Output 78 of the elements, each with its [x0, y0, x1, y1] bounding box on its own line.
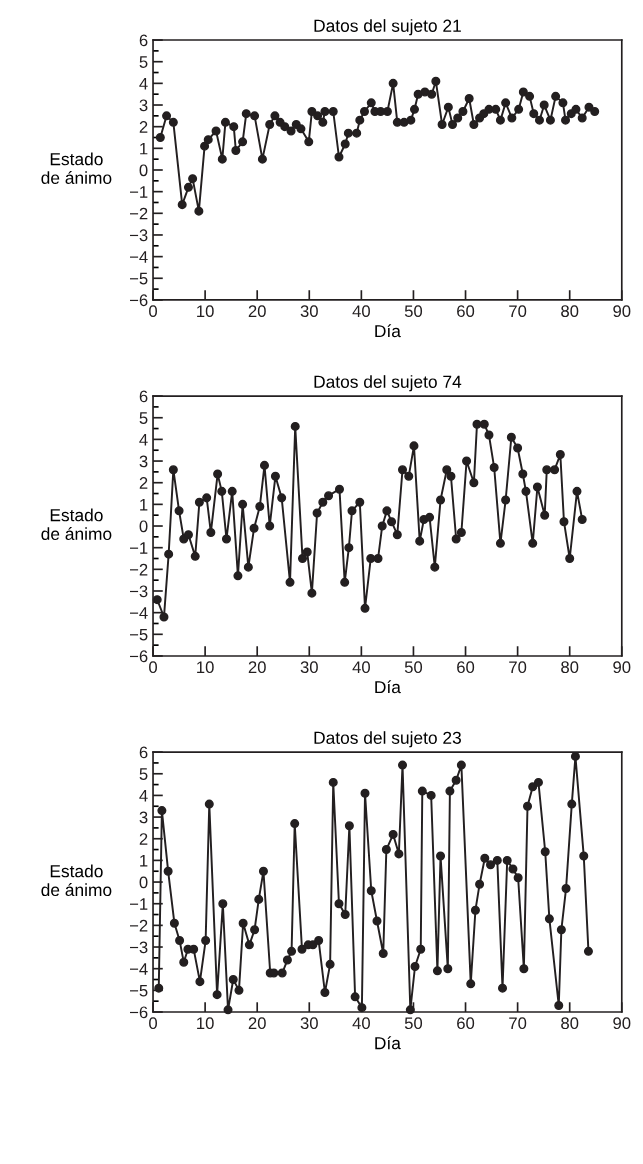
y-tick-label: 6	[139, 34, 148, 47]
y-tick-label: 3	[139, 455, 148, 468]
x-tick-label: 70	[509, 305, 527, 318]
x-tick-label: 80	[561, 305, 579, 318]
chart-title: Datos del sujeto 23	[314, 731, 461, 748]
chart-title: Datos del sujeto 21	[314, 19, 461, 36]
y-tick-label: 4	[139, 433, 148, 446]
x-tick-label: 20	[248, 305, 266, 318]
y-tick-label: −6	[129, 650, 148, 663]
x-tick-label: 40	[352, 305, 370, 318]
y-tick-label: −5	[129, 272, 148, 285]
x-axis-title: Día	[375, 680, 401, 694]
x-tick-label: 90	[613, 661, 631, 674]
x-tick-label: 0	[149, 305, 158, 318]
x-tick-label: 70	[509, 661, 527, 674]
y-tick-label: −1	[129, 898, 148, 910]
y-tick-label: 1	[140, 498, 148, 511]
y-tick-label: 4	[139, 77, 148, 90]
x-tick-label: 80	[561, 1017, 579, 1030]
x-tick-label: 30	[300, 305, 318, 318]
y-tick-label: 2	[139, 833, 148, 845]
x-tick-label: 10	[197, 1017, 214, 1030]
x-tick-label: 60	[457, 305, 475, 318]
y-axis-title: Estado de ánimo	[41, 152, 112, 184]
x-tick-label: 20	[248, 661, 266, 674]
y-tick-label: 2	[139, 477, 148, 489]
y-tick-label: −4	[129, 963, 148, 975]
x-tick-label: 90	[613, 1017, 631, 1030]
x-tick-label: 0	[149, 661, 158, 674]
y-tick-label: 3	[139, 811, 148, 824]
x-axis-title: Día	[375, 1036, 401, 1050]
x-tick-label: 10	[197, 661, 214, 674]
x-tick-label: 40	[352, 1017, 370, 1030]
y-tick-label: −6	[129, 1006, 148, 1019]
y-tick-label: 6	[139, 390, 148, 403]
y-axis-title: Estado de ánimo	[41, 508, 112, 541]
y-tick-label: 3	[139, 99, 148, 112]
y-tick-label: 0	[139, 876, 148, 889]
y-tick-label: −3	[129, 585, 148, 598]
x-tick-label: 40	[352, 661, 370, 674]
x-tick-label: 30	[300, 661, 318, 674]
y-tick-label: −4	[129, 251, 148, 263]
y-tick-label: −2	[129, 207, 148, 220]
y-tick-label: 0	[139, 520, 148, 533]
x-tick-label: 90	[613, 305, 631, 318]
y-tick-label: 5	[139, 56, 148, 68]
x-tick-label: 0	[149, 1017, 158, 1030]
y-tick-label: 1	[140, 854, 148, 867]
y-tick-label: −3	[129, 229, 148, 242]
x-tick-label: 50	[404, 1017, 423, 1030]
y-tick-label: 0	[139, 164, 148, 177]
x-tick-label: 80	[561, 661, 579, 674]
x-tick-label: 20	[248, 1017, 266, 1030]
y-tick-label: −1	[129, 186, 148, 198]
y-tick-label: −6	[129, 294, 148, 307]
y-tick-label: 1	[140, 142, 148, 155]
y-tick-label: −5	[129, 984, 148, 997]
y-tick-label: −1	[129, 542, 148, 554]
x-tick-label: 70	[509, 1017, 527, 1030]
y-tick-label: 6	[139, 746, 148, 759]
x-axis-title: Día	[375, 324, 401, 338]
chart-title: Datos del sujeto 74	[314, 375, 462, 392]
y-tick-label: −5	[129, 628, 148, 641]
x-tick-label: 50	[404, 661, 423, 674]
y-tick-label: 5	[139, 768, 148, 780]
y-tick-label: 5	[139, 412, 148, 424]
x-tick-label: 50	[404, 305, 423, 318]
y-tick-label: 4	[139, 789, 148, 802]
y-tick-label: −2	[129, 563, 148, 576]
y-tick-label: −4	[129, 607, 148, 619]
y-tick-label: −2	[129, 919, 148, 932]
x-tick-label: 30	[300, 1017, 318, 1030]
y-tick-label: 2	[139, 121, 148, 133]
y-tick-label: −3	[129, 941, 148, 954]
x-tick-label: 60	[457, 661, 475, 674]
x-tick-label: 10	[197, 305, 214, 318]
x-tick-label: 60	[457, 1017, 475, 1030]
y-axis-title: Estado de ánimo	[41, 864, 112, 897]
